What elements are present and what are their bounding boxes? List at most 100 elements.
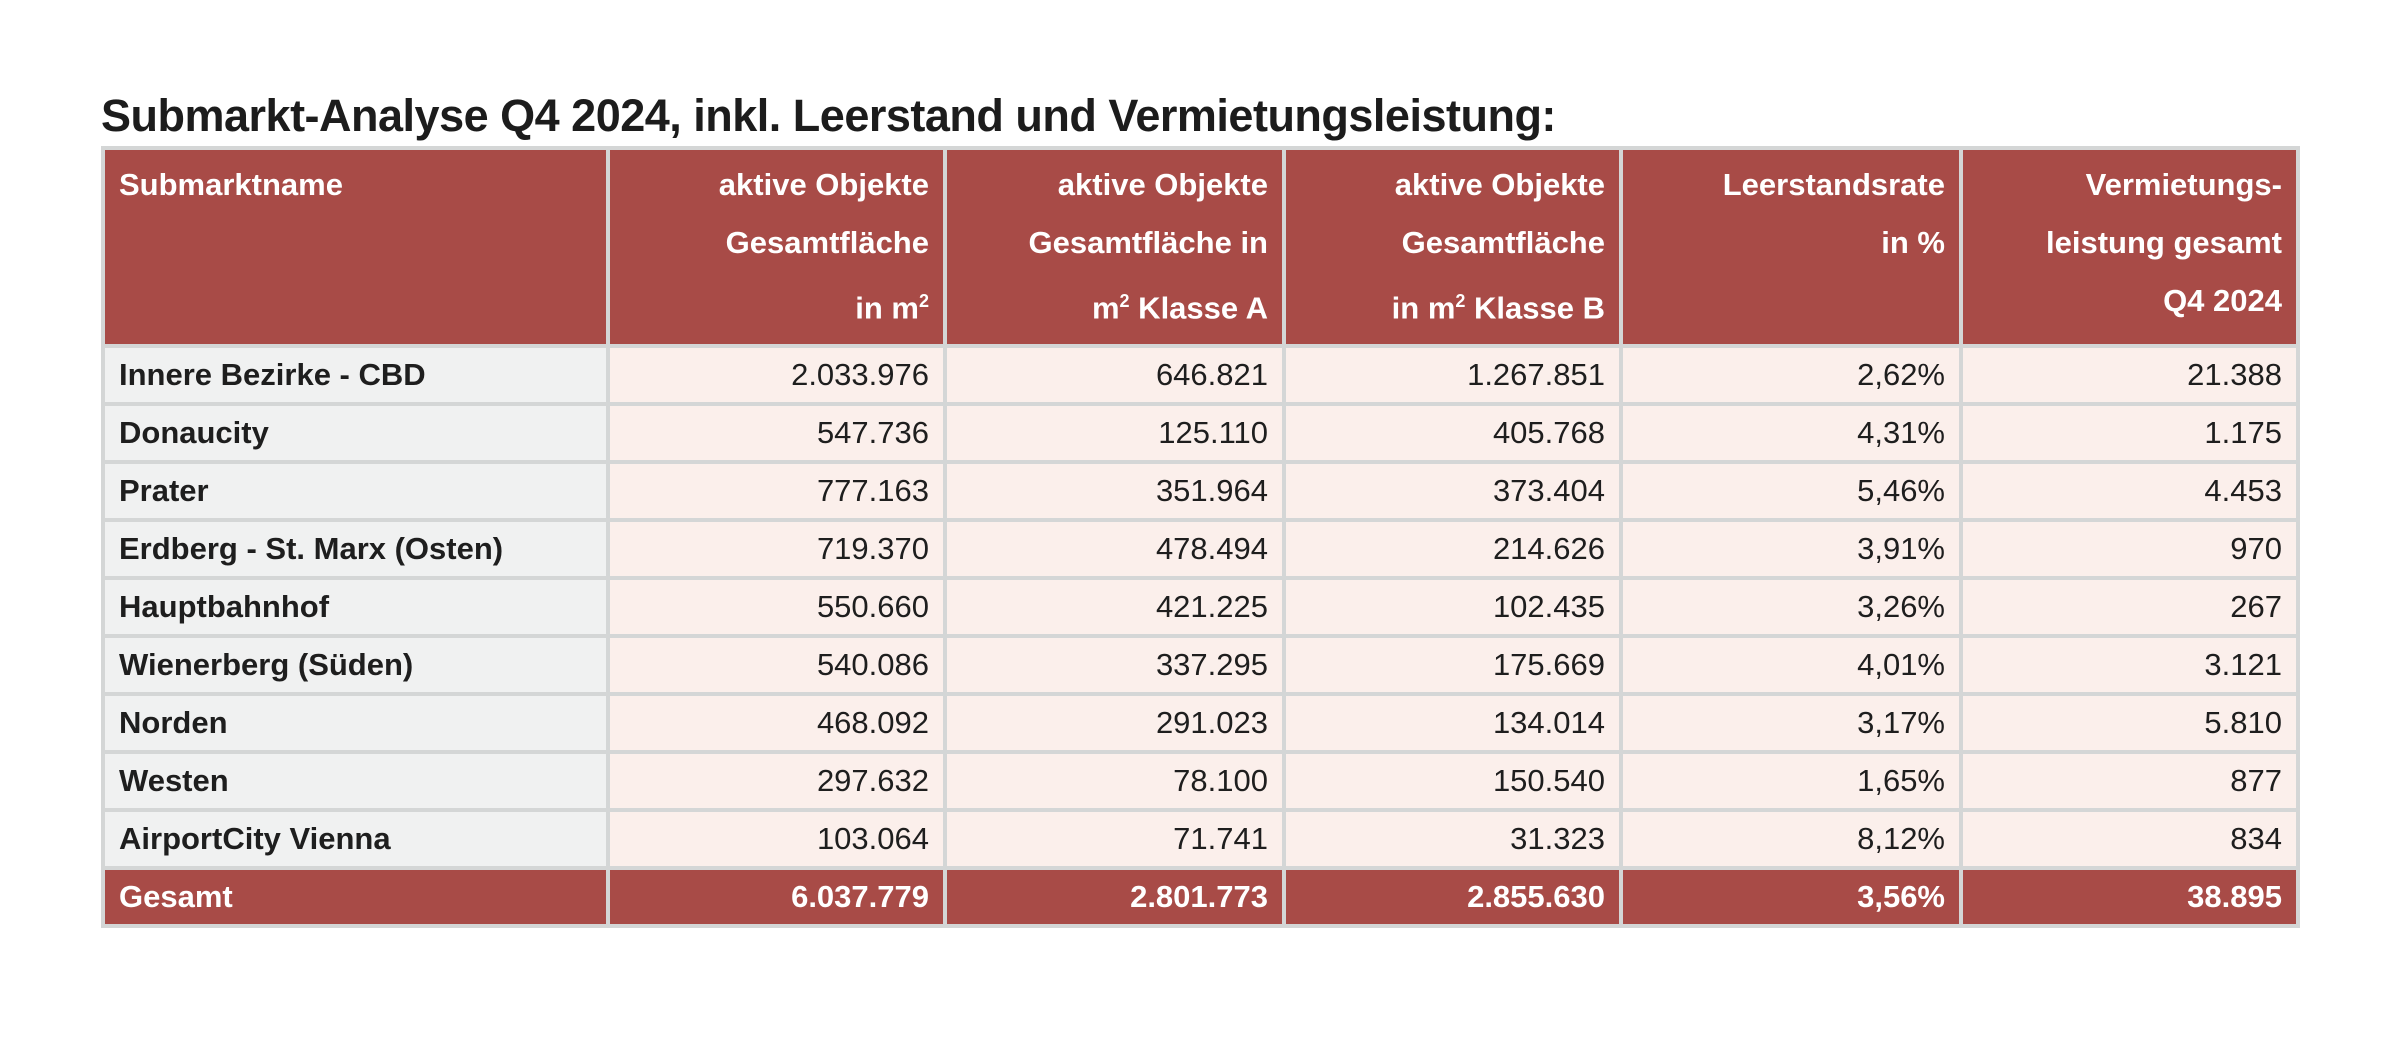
header-line: Vermietungs- (2085, 167, 2282, 202)
table-row: Prater 777.163 351.964 373.404 5,46% 4.453 (101, 460, 2300, 522)
cell-leasing-q4: 4.453 (1959, 460, 2300, 522)
cell-total-area: 777.163 (606, 460, 947, 522)
cell-submarket-name: Hauptbahnhof (101, 576, 610, 638)
table-row: Erdberg - St. Marx (Osten) 719.370 478.494… (101, 518, 2300, 580)
cell-submarket-name: Prater (101, 460, 610, 522)
cell-submarket-name: Gesamt (101, 866, 610, 928)
cell-leasing-q4: 877 (1959, 750, 2300, 812)
header-line: Q4 2024 (1977, 272, 2282, 330)
cell-area-class-a: 337.295 (943, 634, 1286, 696)
header-line: leistung gesamt (2046, 225, 2282, 260)
cell-area-class-b: 175.669 (1282, 634, 1623, 696)
cell-leasing-q4: 21.388 (1959, 344, 2300, 406)
cell-area-class-b: 31.323 (1282, 808, 1623, 870)
cell-area-class-b: 102.435 (1282, 576, 1623, 638)
table-row: Innere Bezirke - CBD 2.033.976 646.821 1.26… (101, 344, 2300, 406)
header-row: Submarktname aktive Objekte Gesamtfläche i… (101, 146, 2300, 348)
header-leasing-q4: Vermietungs-leistung gesamt Q4 2024 (1959, 146, 2300, 348)
header-line: in m2 (624, 272, 929, 337)
superscript: 2 (1455, 291, 1466, 311)
cell-leasing-q4: 970 (1959, 518, 2300, 580)
header-text: Q4 2024 (2163, 283, 2282, 318)
cell-area-class-b: 134.014 (1282, 692, 1623, 754)
cell-area-class-a: 351.964 (943, 460, 1286, 522)
cell-vacancy-rate: 8,12% (1619, 808, 1963, 870)
cell-area-class-a: 125.110 (943, 402, 1286, 464)
header-text: Klasse B (1465, 290, 1605, 326)
header-text: in m (855, 290, 919, 326)
table-row: Donaucity 547.736 125.110 405.768 4,31% 1.175 (101, 402, 2300, 464)
cell-area-class-b: 150.540 (1282, 750, 1623, 812)
table-row: AirportCity Vienna 103.064 71.741 31.323 8,1… (101, 808, 2300, 870)
cell-vacancy-rate: 4,31% (1619, 402, 1963, 464)
cell-total-area: 297.632 (606, 750, 947, 812)
cell-leasing-q4: 1.175 (1959, 402, 2300, 464)
cell-leasing-q4: 834 (1959, 808, 2300, 870)
header-line: Gesamtfläche (1401, 225, 1605, 260)
cell-area-class-b: 405.768 (1282, 402, 1623, 464)
cell-area-class-a: 646.821 (943, 344, 1286, 406)
cell-total-area: 2.033.976 (606, 344, 947, 406)
cell-vacancy-rate: 3,26% (1619, 576, 1963, 638)
table-row: Norden 468.092 291.023 134.014 3,17% 5.810 (101, 692, 2300, 754)
table-row: Westen 297.632 78.100 150.540 1,65% 877 (101, 750, 2300, 812)
cell-total-area: 719.370 (606, 518, 947, 580)
cell-area-class-a: 71.741 (943, 808, 1286, 870)
cell-leasing-q4: 3.121 (1959, 634, 2300, 696)
cell-total-area: 6.037.779 (606, 866, 947, 928)
cell-leasing-q4: 5.810 (1959, 692, 2300, 754)
superscript: 2 (918, 291, 929, 311)
cell-total-area: 103.064 (606, 808, 947, 870)
header-submarket-name: Submarktname (101, 146, 610, 348)
submarket-table: Submarktname aktive Objekte Gesamtfläche i… (101, 146, 2300, 928)
cell-submarket-name: Westen (101, 750, 610, 812)
header-area-class-a: aktive Objekte Gesamtfläche in m2 Klasse A (943, 146, 1286, 348)
header-area-class-b: aktive Objekte Gesamtfläche in m2 Klasse B (1282, 146, 1623, 348)
cell-area-class-a: 421.225 (943, 576, 1286, 638)
header-line: aktive Objekte (718, 167, 929, 202)
header-line: Leerstandsrate (1722, 167, 1945, 202)
cell-vacancy-rate: 4,01% (1619, 634, 1963, 696)
cell-area-class-a: 2.801.773 (943, 866, 1286, 928)
header-text: Klasse A (1129, 290, 1268, 326)
header-line: aktive Objekte (1394, 167, 1605, 202)
cell-total-area: 547.736 (606, 402, 947, 464)
cell-vacancy-rate: 1,65% (1619, 750, 1963, 812)
cell-total-area: 468.092 (606, 692, 947, 754)
cell-area-class-a: 478.494 (943, 518, 1286, 580)
cell-area-class-a: 78.100 (943, 750, 1286, 812)
header-line: Gesamtfläche in (1028, 225, 1268, 260)
cell-area-class-b: 2.855.630 (1282, 866, 1623, 928)
cell-vacancy-rate: 3,17% (1619, 692, 1963, 754)
table-row: Hauptbahnhof 550.660 421.225 102.435 3,26% 26… (101, 576, 2300, 638)
cell-total-area: 540.086 (606, 634, 947, 696)
total-row: Gesamt 6.037.779 2.801.773 2.855.630 3,56% 38… (101, 866, 2300, 928)
header-vacancy-rate: Leerstandsrate in % (1619, 146, 1963, 348)
header-line: m2 Klasse A (961, 272, 1268, 337)
header-line: Submarktname (119, 167, 343, 202)
superscript: 2 (1119, 291, 1130, 311)
header-line: Gesamtfläche (725, 225, 929, 260)
cell-vacancy-rate: 3,91% (1619, 518, 1963, 580)
cell-vacancy-rate: 5,46% (1619, 460, 1963, 522)
cell-submarket-name: Wienerberg (Süden) (101, 634, 610, 696)
page-title: Submarkt-Analyse Q4 2024, inkl. Leerstan… (101, 90, 1556, 141)
header-line: in % (1881, 225, 1945, 260)
header-line: in m2 Klasse B (1300, 272, 1605, 337)
header-line (119, 214, 592, 272)
cell-total-area: 550.660 (606, 576, 947, 638)
cell-area-class-b: 373.404 (1282, 460, 1623, 522)
cell-vacancy-rate: 2,62% (1619, 344, 1963, 406)
cell-submarket-name: Donaucity (101, 402, 610, 464)
cell-submarket-name: Norden (101, 692, 610, 754)
header-total-area: aktive Objekte Gesamtfläche in m2 (606, 146, 947, 348)
cell-area-class-b: 214.626 (1282, 518, 1623, 580)
cell-submarket-name: Innere Bezirke - CBD (101, 344, 610, 406)
cell-submarket-name: Erdberg - St. Marx (Osten) (101, 518, 610, 580)
cell-area-class-b: 1.267.851 (1282, 344, 1623, 406)
header-text: in m (1391, 290, 1456, 326)
header-text: m (1091, 290, 1120, 326)
cell-submarket-name: AirportCity Vienna (101, 808, 610, 870)
cell-area-class-a: 291.023 (943, 692, 1286, 754)
cell-leasing-q4: 38.895 (1959, 866, 2300, 928)
